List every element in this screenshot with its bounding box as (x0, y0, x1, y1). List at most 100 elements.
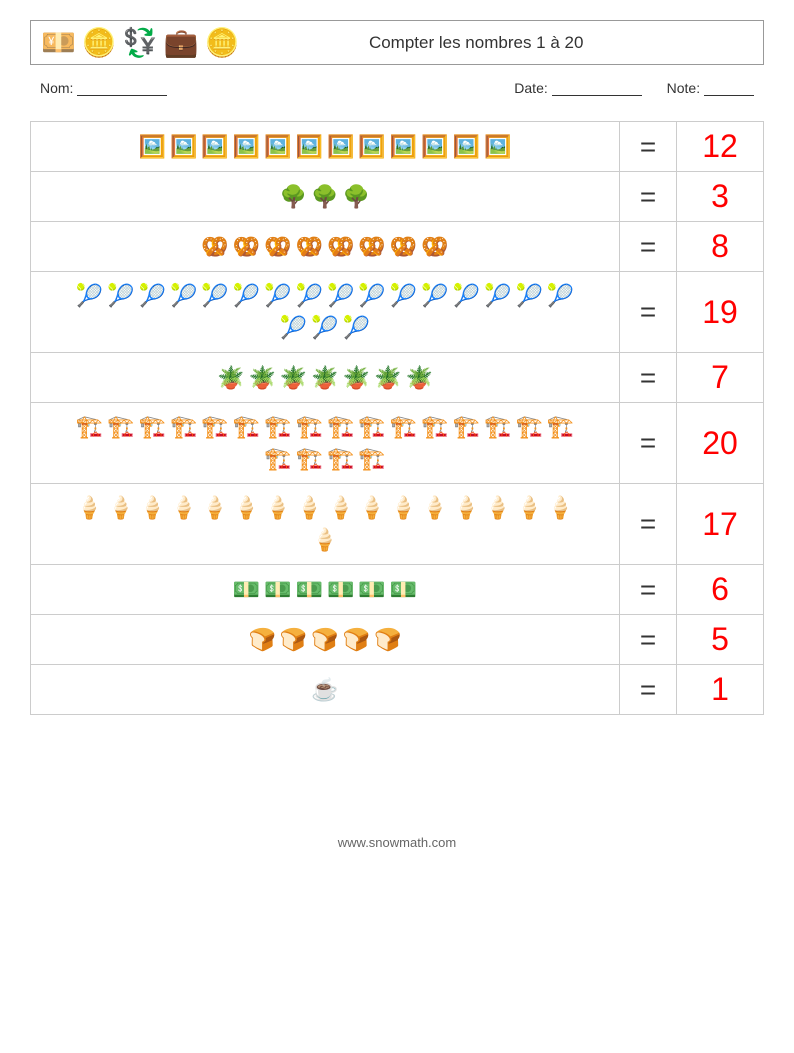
equals-cell: = (620, 122, 677, 172)
count-item: 🖼️ (296, 133, 323, 161)
page-title: Compter les nombres 1 à 20 (239, 33, 713, 53)
info-row: Nom: Date: Note: (40, 80, 754, 96)
count-item: 🏗️ (358, 445, 385, 473)
count-item: 🍦 (296, 494, 323, 522)
count-item: 🍦 (327, 494, 354, 522)
count-item: 🏗️ (327, 445, 354, 473)
count-item: 💵 (390, 576, 417, 604)
answer-cell: 17 (677, 484, 764, 565)
count-item: 🎾 (233, 282, 260, 310)
header: 💴🪙💱💼🪙 Compter les nombres 1 à 20 (30, 20, 764, 65)
count-item: 🪴 (343, 364, 370, 392)
table-row: 🏗️🏗️🏗️🏗️🏗️🏗️🏗️🏗️🏗️🏗️🏗️🏗️🏗️🏗️🏗️🏗️🏗️🏗️🏗️🏗️… (31, 403, 764, 484)
count-item: 🌳 (280, 183, 307, 211)
count-item: ☕ (311, 676, 338, 704)
count-item: 🏗️ (139, 413, 166, 441)
count-item: 🍦 (358, 494, 385, 522)
count-item: 🍞 (311, 626, 338, 654)
count-item: 🍦 (390, 494, 417, 522)
count-item: 🌳 (311, 183, 338, 211)
count-item: 🖼️ (233, 133, 260, 161)
equals-cell: = (620, 272, 677, 353)
count-item: 🖼️ (201, 133, 228, 161)
table-row: 🖼️🖼️🖼️🖼️🖼️🖼️🖼️🖼️🖼️🖼️🖼️🖼️=12 (31, 122, 764, 172)
count-item: 🏗️ (390, 413, 417, 441)
count-item: 🎾 (343, 314, 370, 342)
count-item: 🪴 (280, 364, 307, 392)
count-item: 🖼️ (390, 133, 417, 161)
name-blank[interactable] (77, 81, 167, 96)
items-cell: ☕ (31, 665, 620, 715)
count-item: 🎾 (453, 282, 480, 310)
date-label: Date: (514, 80, 547, 96)
count-item: 🍦 (453, 494, 480, 522)
count-item: 🖼️ (139, 133, 166, 161)
items-cell: 🖼️🖼️🖼️🖼️🖼️🖼️🖼️🖼️🖼️🖼️🖼️🖼️ (31, 122, 620, 172)
count-item: 🏗️ (107, 413, 134, 441)
count-item: 🎾 (358, 282, 385, 310)
count-item: 🥨 (358, 233, 385, 261)
count-item: 🍦 (107, 494, 134, 522)
note-blank[interactable] (704, 81, 754, 96)
count-item: 🖼️ (421, 133, 448, 161)
answer-cell: 7 (677, 353, 764, 403)
items-cell: 🌳🌳🌳 (31, 172, 620, 222)
header-icon: 🪙 (82, 26, 117, 59)
count-item: 🥨 (390, 233, 417, 261)
table-row: 🥨🥨🥨🥨🥨🥨🥨🥨=8 (31, 222, 764, 272)
answer-cell: 1 (677, 665, 764, 715)
count-item: 🏗️ (453, 413, 480, 441)
count-item: 🍞 (248, 626, 275, 654)
count-item: 🏗️ (233, 413, 260, 441)
table-row: 🌳🌳🌳=3 (31, 172, 764, 222)
count-item: 🖼️ (453, 133, 480, 161)
header-icon: 💴 (41, 26, 76, 59)
count-item: 🏗️ (264, 445, 291, 473)
count-item: 🍦 (139, 494, 166, 522)
count-item: 🎾 (515, 282, 542, 310)
count-item: 🏗️ (421, 413, 448, 441)
count-item: 🖼️ (358, 133, 385, 161)
count-item: 🎾 (170, 282, 197, 310)
table-row: ☕ =1 (31, 665, 764, 715)
count-item: 🥨 (264, 233, 291, 261)
answer-cell: 19 (677, 272, 764, 353)
count-item: 🏗️ (76, 413, 103, 441)
count-item: 🍦 (547, 494, 574, 522)
count-item: 🎾 (311, 314, 338, 342)
answer-cell: 6 (677, 565, 764, 615)
header-icon: 💼 (164, 26, 199, 59)
count-item: 💵 (233, 576, 260, 604)
items-cell: 🍞🍞🍞🍞🍞 (31, 615, 620, 665)
count-item: 🏗️ (201, 413, 228, 441)
count-item: 🎾 (421, 282, 448, 310)
count-item: 🎾 (264, 282, 291, 310)
equals-cell: = (620, 565, 677, 615)
count-item: 🍦 (484, 494, 511, 522)
count-item: 🎾 (139, 282, 166, 310)
equals-cell: = (620, 353, 677, 403)
count-item: 🏗️ (515, 413, 542, 441)
count-item: 🍞 (374, 626, 401, 654)
equals-cell: = (620, 484, 677, 565)
count-item: 🍦 (515, 494, 542, 522)
items-cell: 🎾🎾🎾🎾🎾🎾🎾🎾🎾🎾🎾🎾🎾🎾🎾🎾🎾🎾🎾 (31, 272, 620, 353)
equals-cell: = (620, 615, 677, 665)
count-item: 🖼️ (170, 133, 197, 161)
equals-cell: = (620, 172, 677, 222)
items-cell: 💵💵💵💵💵💵 (31, 565, 620, 615)
table-row: 💵💵💵💵💵💵=6 (31, 565, 764, 615)
footer: www.snowmath.com (30, 835, 764, 870)
answer-cell: 5 (677, 615, 764, 665)
count-item: 💵 (358, 576, 385, 604)
table-row: 🪴🪴🪴🪴🪴🪴🪴=7 (31, 353, 764, 403)
count-item: 🪴 (248, 364, 275, 392)
count-item: 🍦 (264, 494, 291, 522)
date-blank[interactable] (552, 81, 642, 96)
note-label: Note: (667, 80, 700, 96)
count-item: 🏗️ (296, 413, 323, 441)
equals-cell: = (620, 665, 677, 715)
count-item: 💵 (327, 576, 354, 604)
count-item: 🏗️ (170, 413, 197, 441)
count-item: 🏗️ (296, 445, 323, 473)
